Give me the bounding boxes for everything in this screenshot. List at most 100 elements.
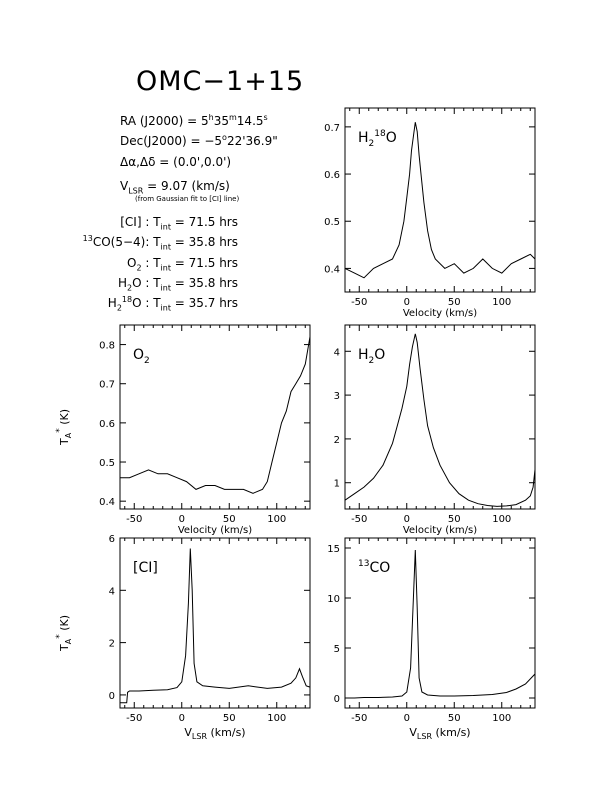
species: H bbox=[107, 296, 117, 310]
y-tick-label: 2 bbox=[109, 639, 115, 650]
y-tick-label: 15 bbox=[327, 544, 340, 555]
x-tick-label: 0 bbox=[404, 713, 410, 724]
x-tick-label: 50 bbox=[448, 514, 461, 525]
panel-o2: -50 0 50 100 0.4 0.5 0.6 0.7 0.8 O2 Velocity (km/s… bbox=[55, 324, 311, 536]
ra-prefix: RA (J2000) = 5 bbox=[120, 114, 209, 128]
label-sub: 2 bbox=[144, 356, 150, 366]
y-tick-label: 0.5 bbox=[99, 458, 115, 469]
x-tick-label: 0 bbox=[404, 514, 410, 525]
xlabel-sub: LSR bbox=[192, 732, 208, 741]
vlsr-rest: = 9.07 (km/s) bbox=[143, 179, 230, 193]
plot-frame bbox=[344, 107, 536, 293]
spectrum-line-ci bbox=[120, 548, 311, 704]
int-value: = 71.5 hrs bbox=[170, 256, 238, 270]
label-rest: O bbox=[386, 130, 397, 146]
vlsr-sub: LSR bbox=[128, 186, 144, 196]
integration-row: O2 : Tint = 71.5 hrs bbox=[126, 256, 238, 273]
int-label: : T bbox=[141, 256, 161, 270]
xlabel-main: V bbox=[409, 726, 417, 739]
y-axis-label: TA* (K) bbox=[55, 409, 73, 446]
ra-line: RA (J2000) = 5h35m14.5s bbox=[120, 113, 268, 129]
int-sub: int bbox=[160, 283, 171, 293]
plot-frame bbox=[119, 537, 311, 709]
x-axis-label: Velocity (km/s) bbox=[403, 525, 477, 536]
y-tick-label: 0 bbox=[109, 691, 115, 702]
y-tick-label: 0.7 bbox=[99, 380, 115, 391]
y-tick-label: 5 bbox=[334, 644, 340, 655]
y-tick-label: 4 bbox=[334, 347, 340, 358]
dec-line: Dec(J2000) = −5o22'36.9" bbox=[120, 133, 278, 149]
label-pre-sup: 13 bbox=[358, 559, 369, 569]
integration-row: 13CO(5−4): Tint = 35.8 hrs bbox=[82, 234, 238, 252]
x-tick-label: -50 bbox=[126, 514, 142, 525]
plot-frame bbox=[344, 324, 536, 510]
int-label: CO(5−4): T bbox=[92, 235, 161, 249]
x-tick-label: -50 bbox=[351, 297, 367, 308]
y-tick-label: 10 bbox=[327, 594, 340, 605]
ylabel-rest: (K) bbox=[58, 615, 71, 634]
x-tick-label: -50 bbox=[351, 514, 367, 525]
label-sub: 2 bbox=[369, 356, 375, 366]
vlsr-note: (from Gaussian fit to [CI] line) bbox=[135, 195, 240, 203]
integration-row: [CI] : Tint = 71.5 hrs bbox=[120, 215, 238, 231]
species-label-13co: 13CO bbox=[358, 559, 390, 576]
y-tick-label: 4 bbox=[109, 586, 115, 597]
species-label-o2: O2 bbox=[133, 347, 150, 366]
int-sub: int bbox=[160, 263, 171, 273]
xlabel-main: V bbox=[184, 726, 192, 739]
y-tick-label: 0.5 bbox=[324, 217, 340, 228]
y-tick-label: 0 bbox=[334, 694, 340, 705]
integration-row: H2O : Tint = 35.8 hrs bbox=[117, 276, 238, 293]
panel-13co: -50 0 50 100 0 5 10 15 13CO VLSR (km/s) bbox=[327, 537, 536, 741]
x-tick-label: -50 bbox=[126, 713, 142, 724]
integration-row: H218O : Tint = 35.7 hrs bbox=[107, 295, 238, 313]
label-main: [CI] bbox=[133, 560, 158, 576]
y-tick-label: 0.8 bbox=[99, 341, 115, 352]
int-label: [CI] : T bbox=[120, 215, 161, 229]
int-label: O : T bbox=[132, 296, 161, 310]
x-tick-label: 100 bbox=[267, 514, 286, 525]
dec-rest: 22'36.9" bbox=[226, 134, 278, 148]
ylabel-main: T bbox=[58, 438, 71, 446]
x-tick-label: 100 bbox=[267, 713, 286, 724]
ra-sec: 14.5 bbox=[236, 114, 264, 128]
int-value: = 35.8 hrs bbox=[170, 276, 238, 290]
x-axis-label: Velocity (km/s) bbox=[403, 308, 477, 319]
plot-frame bbox=[344, 537, 536, 709]
ra-h: h bbox=[208, 113, 214, 122]
label-main: H bbox=[358, 130, 369, 146]
species: H bbox=[117, 276, 127, 290]
xlabel-rest: (km/s) bbox=[207, 726, 246, 739]
iso-sup: 13 bbox=[82, 234, 93, 243]
ylabel-sup: * bbox=[55, 428, 65, 433]
int-sub: int bbox=[160, 242, 171, 252]
species-sub: 2 bbox=[116, 303, 122, 313]
y-tick-label: 2 bbox=[334, 435, 340, 446]
ra-min: 35 bbox=[213, 114, 229, 128]
spectrum-line-13co bbox=[345, 549, 536, 699]
y-tick-label: 0.6 bbox=[324, 170, 340, 181]
xlabel-sub: LSR bbox=[417, 732, 433, 741]
x-axis-label: VLSR (km/s) bbox=[184, 726, 245, 741]
species: O bbox=[126, 256, 137, 270]
y-tick-label: 0.4 bbox=[99, 497, 115, 508]
species-label-h2o: H2O bbox=[358, 347, 385, 366]
panel-ci: -50 0 50 100 0 2 4 6 [CI] VLSR (km/s) TA* (K) bbox=[55, 534, 311, 741]
spectrum-line-h218o bbox=[344, 122, 536, 279]
label-rest: O bbox=[374, 347, 385, 363]
iso-sup: 18 bbox=[121, 295, 133, 304]
label-main: H bbox=[358, 347, 369, 363]
dec-deg: o bbox=[222, 133, 227, 142]
x-tick-label: 0 bbox=[179, 713, 185, 724]
y-tick-label: 1 bbox=[334, 479, 340, 490]
x-tick-label: 50 bbox=[223, 713, 236, 724]
offset-line: Δα,Δδ = (0.0',0.0') bbox=[120, 155, 232, 169]
ra-m: m bbox=[229, 113, 237, 122]
y-axis-label: TA* (K) bbox=[55, 615, 73, 652]
figure-title: OMC−1+15 bbox=[136, 66, 305, 97]
xlabel-rest: (km/s) bbox=[432, 726, 471, 739]
ylabel-sub: A bbox=[64, 432, 73, 438]
ra-s: s bbox=[263, 113, 268, 122]
int-value: = 71.5 hrs bbox=[170, 215, 238, 229]
